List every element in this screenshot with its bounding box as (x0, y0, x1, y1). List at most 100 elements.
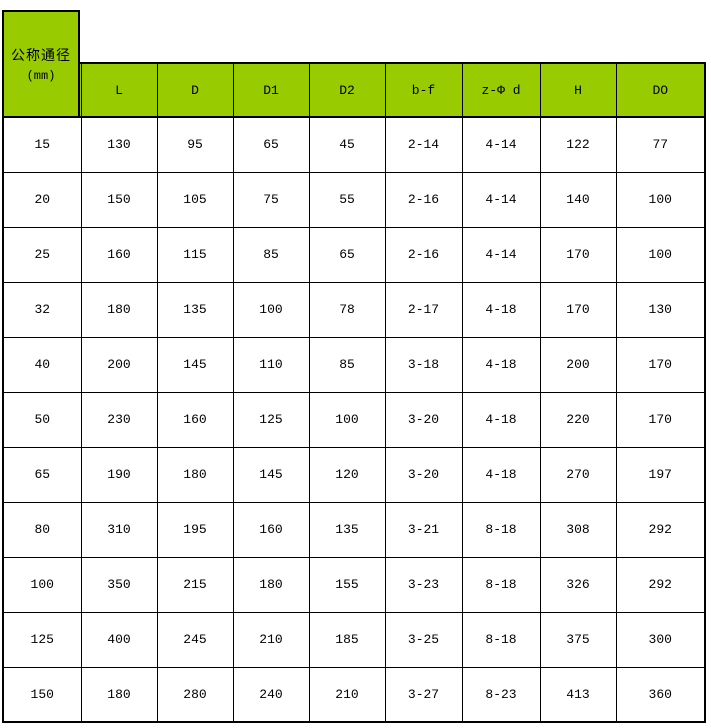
table-cell: 400 (80, 611, 158, 668)
table-cell: 170 (615, 336, 706, 393)
table-cell: 200 (80, 336, 158, 393)
column-header: D (156, 62, 234, 118)
table-cell: 3-27 (384, 666, 463, 723)
corner-header-title: 公称通径 (11, 49, 71, 65)
table-cell: 180 (80, 281, 158, 338)
table-cell: 100 (615, 171, 706, 228)
table-cell: 2-16 (384, 171, 463, 228)
table-cell: 2-17 (384, 281, 463, 338)
table-cell: 8-18 (461, 556, 541, 613)
table-cell: 190 (80, 446, 158, 503)
column-header: L (80, 62, 158, 118)
table-cell: 150 (80, 171, 158, 228)
row-header-cell: 25 (2, 226, 82, 283)
table-cell: 130 (615, 281, 706, 338)
row-header-cell: 15 (2, 116, 82, 173)
table-cell: 4-18 (461, 336, 541, 393)
table-cell: 2-14 (384, 116, 463, 173)
table-cell: 160 (156, 391, 234, 448)
column-header: D2 (308, 62, 386, 118)
row-header-cell: 65 (2, 446, 82, 503)
table-cell: 210 (308, 666, 386, 723)
table-row: 50 230 160 125 100 3-20 4-18 220 170 (2, 391, 706, 448)
table-cell: 245 (156, 611, 234, 668)
row-header-cell: 150 (2, 666, 82, 723)
table-cell: 413 (539, 666, 617, 723)
table-cell: 200 (539, 336, 617, 393)
table-cell: 77 (615, 116, 706, 173)
row-header-cell: 100 (2, 556, 82, 613)
table-cell: 180 (232, 556, 310, 613)
table-cell: 240 (232, 666, 310, 723)
table-header-row: L D D1 D2 b-f z-Φ d H DO (2, 62, 706, 118)
table-row: 100 350 215 180 155 3-23 8-18 326 292 (2, 556, 706, 613)
table-cell: 100 (232, 281, 310, 338)
table-cell: 122 (539, 116, 617, 173)
table-cell: 100 (308, 391, 386, 448)
table-body: 15 130 95 65 45 2-14 4-14 122 77 20 150 105 75 55 2-16… (2, 116, 706, 723)
table-row: 125 400 245 210 185 3-25 8-18 375 300 (2, 611, 706, 668)
table-cell: 145 (156, 336, 234, 393)
table-cell: 220 (539, 391, 617, 448)
table-cell: 292 (615, 501, 706, 558)
table-cell: 120 (308, 446, 386, 503)
table-cell: 210 (232, 611, 310, 668)
table-row: 20 150 105 75 55 2-16 4-14 140 100 (2, 171, 706, 228)
table-cell: 55 (308, 171, 386, 228)
table-cell: 350 (80, 556, 158, 613)
table-cell: 145 (232, 446, 310, 503)
table-cell: 160 (232, 501, 310, 558)
column-header: H (539, 62, 617, 118)
table-cell: 180 (80, 666, 158, 723)
table-cell: 8-18 (461, 611, 541, 668)
table-cell: 4-14 (461, 171, 541, 228)
table-cell: 115 (156, 226, 234, 283)
table-cell: 308 (539, 501, 617, 558)
table-cell: 3-23 (384, 556, 463, 613)
row-header-cell: 20 (2, 171, 82, 228)
table-cell: 140 (539, 171, 617, 228)
corner-header-cell: 公称通径 (mm) (2, 10, 80, 118)
table-cell: 215 (156, 556, 234, 613)
table-cell: 170 (539, 226, 617, 283)
table-cell: 125 (232, 391, 310, 448)
table-row: 40 200 145 110 85 3-18 4-18 200 170 (2, 336, 706, 393)
table-cell: 197 (615, 446, 706, 503)
table-cell: 4-18 (461, 391, 541, 448)
table-cell: 8-23 (461, 666, 541, 723)
table-cell: 360 (615, 666, 706, 723)
table-cell: 160 (80, 226, 158, 283)
table-cell: 310 (80, 501, 158, 558)
table-cell: 170 (539, 281, 617, 338)
column-header: DO (615, 62, 706, 118)
table-cell: 4-14 (461, 116, 541, 173)
table-cell: 3-21 (384, 501, 463, 558)
table-row: 25 160 115 85 65 2-16 4-14 170 100 (2, 226, 706, 283)
table-cell: 195 (156, 501, 234, 558)
table-cell: 8-18 (461, 501, 541, 558)
table-cell: 85 (232, 226, 310, 283)
row-header-cell: 125 (2, 611, 82, 668)
table-cell: 170 (615, 391, 706, 448)
table-cell: 292 (615, 556, 706, 613)
table-cell: 45 (308, 116, 386, 173)
table-cell: 280 (156, 666, 234, 723)
row-header-cell: 40 (2, 336, 82, 393)
corner-header-unit: (mm) (26, 69, 56, 83)
table-cell: 100 (615, 226, 706, 283)
table-cell: 270 (539, 446, 617, 503)
table-cell: 75 (232, 171, 310, 228)
table-cell: 3-20 (384, 446, 463, 503)
table-cell: 155 (308, 556, 386, 613)
column-header: b-f (384, 62, 463, 118)
table-row: 15 130 95 65 45 2-14 4-14 122 77 (2, 116, 706, 173)
row-header-cell: 80 (2, 501, 82, 558)
table-cell: 105 (156, 171, 234, 228)
table-cell: 230 (80, 391, 158, 448)
column-header: z-Φ d (461, 62, 541, 118)
table-cell: 78 (308, 281, 386, 338)
table-cell: 130 (80, 116, 158, 173)
table-cell: 3-18 (384, 336, 463, 393)
table-cell: 300 (615, 611, 706, 668)
